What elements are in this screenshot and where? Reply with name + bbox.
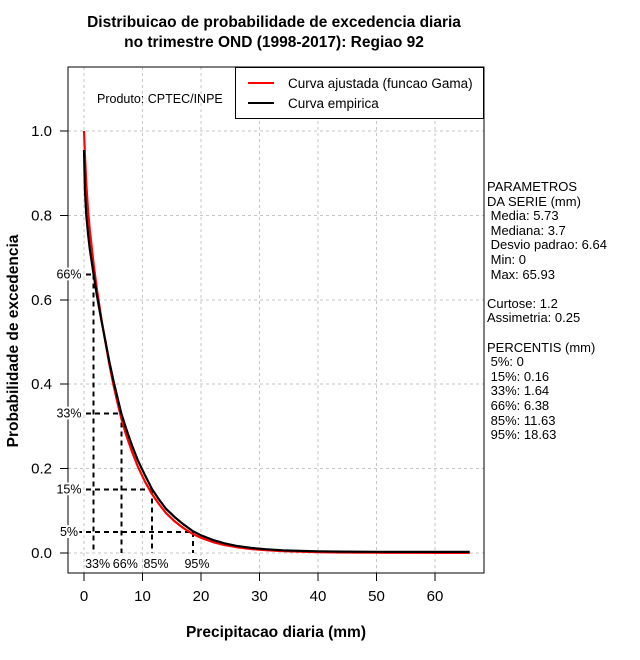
- guide-percentile-label: 85%: [144, 557, 169, 571]
- stats-line: Min: 0: [487, 251, 527, 267]
- legend-line-red: [248, 82, 274, 84]
- y-tick-label: 0.6: [31, 292, 52, 309]
- x-axis-title: Precipitacao diaria (mm): [185, 624, 367, 641]
- stats-line: 66%: 6.38: [487, 397, 550, 413]
- guide-percentile-label: 33%: [85, 557, 110, 571]
- stats-line: PARAMETROS: [487, 179, 578, 194]
- legend-label-fitted: Curva ajustada (funcao Gama): [288, 75, 473, 91]
- legend: Curva ajustada (funcao Gama) Curva empir…: [235, 67, 484, 119]
- stats-line: PERCENTIS (mm): [487, 339, 596, 355]
- stats-line: Assimetria: 0.25: [487, 310, 581, 326]
- chart-title: Distribuicao de probabilidade de exceden…: [4, 13, 544, 53]
- plot-border: [67, 66, 485, 574]
- chart-title-line2: no trimestre OND (1998-2017): Regiao 92: [124, 34, 424, 51]
- stats-line: 85%: 11.63: [487, 412, 556, 428]
- guide-prob-label: 5%: [60, 525, 78, 539]
- x-tick-label: 10: [134, 588, 151, 605]
- guide-prob-label: 66%: [56, 267, 81, 281]
- legend-item-empirical: Curva empirica: [248, 95, 483, 112]
- x-tick-label: 0: [80, 588, 88, 605]
- stats-line: [487, 326, 607, 341]
- y-tick-label: 0.8: [31, 207, 52, 224]
- y-tick-label: 0.2: [31, 461, 52, 478]
- stats-line: 15%: 0.16: [487, 368, 550, 384]
- x-tick-label: 20: [193, 588, 210, 605]
- stats-line: Curtose: 1.2: [487, 295, 558, 311]
- stats-line: Media: 5.73: [487, 208, 559, 224]
- legend-item-fitted: Curva ajustada (funcao Gama): [248, 75, 483, 92]
- y-tick-label: 0.0: [31, 545, 52, 562]
- x-tick-label: 50: [368, 588, 385, 605]
- legend-line-black: [248, 102, 274, 104]
- stats-line: 5%: 0: [487, 354, 524, 370]
- guide-percentile-label: 66%: [113, 557, 138, 571]
- chart-title-line1: Distribuicao de probabilidade de exceden…: [87, 14, 461, 31]
- stats-line: DA SERIE (mm): [487, 193, 581, 209]
- guide-percentile-label: 95%: [184, 557, 209, 571]
- stats-panel: PARAMETROS DA SERIE (mm) Media: 5.73 Medi…: [487, 179, 607, 443]
- stats-line: [487, 282, 607, 297]
- stats-line: Max: 65.93: [487, 266, 555, 282]
- x-tick-label: 40: [310, 588, 327, 605]
- y-tick-label: 0.4: [31, 376, 52, 393]
- guide-prob-label: 15%: [56, 483, 81, 497]
- stats-line: 95%: 18.63: [487, 427, 557, 443]
- guide-prob-label: 33%: [56, 407, 81, 421]
- product-label: Produto: CPTEC/INPE: [97, 92, 223, 106]
- y-axis-title: Probabilidade de excedencia: [5, 234, 22, 448]
- stats-line: 33%: 1.64: [487, 383, 550, 399]
- x-tick-label: 30: [251, 588, 268, 605]
- stats-line: Desvio padrao: 6.64: [487, 237, 607, 253]
- stats-line: Mediana: 3.7: [487, 222, 566, 238]
- x-tick-label: 60: [427, 588, 444, 605]
- y-tick-label: 1.0: [31, 123, 52, 140]
- series-curve-empirical: [82, 149, 470, 554]
- legend-label-empirical: Curva empirica: [288, 95, 379, 111]
